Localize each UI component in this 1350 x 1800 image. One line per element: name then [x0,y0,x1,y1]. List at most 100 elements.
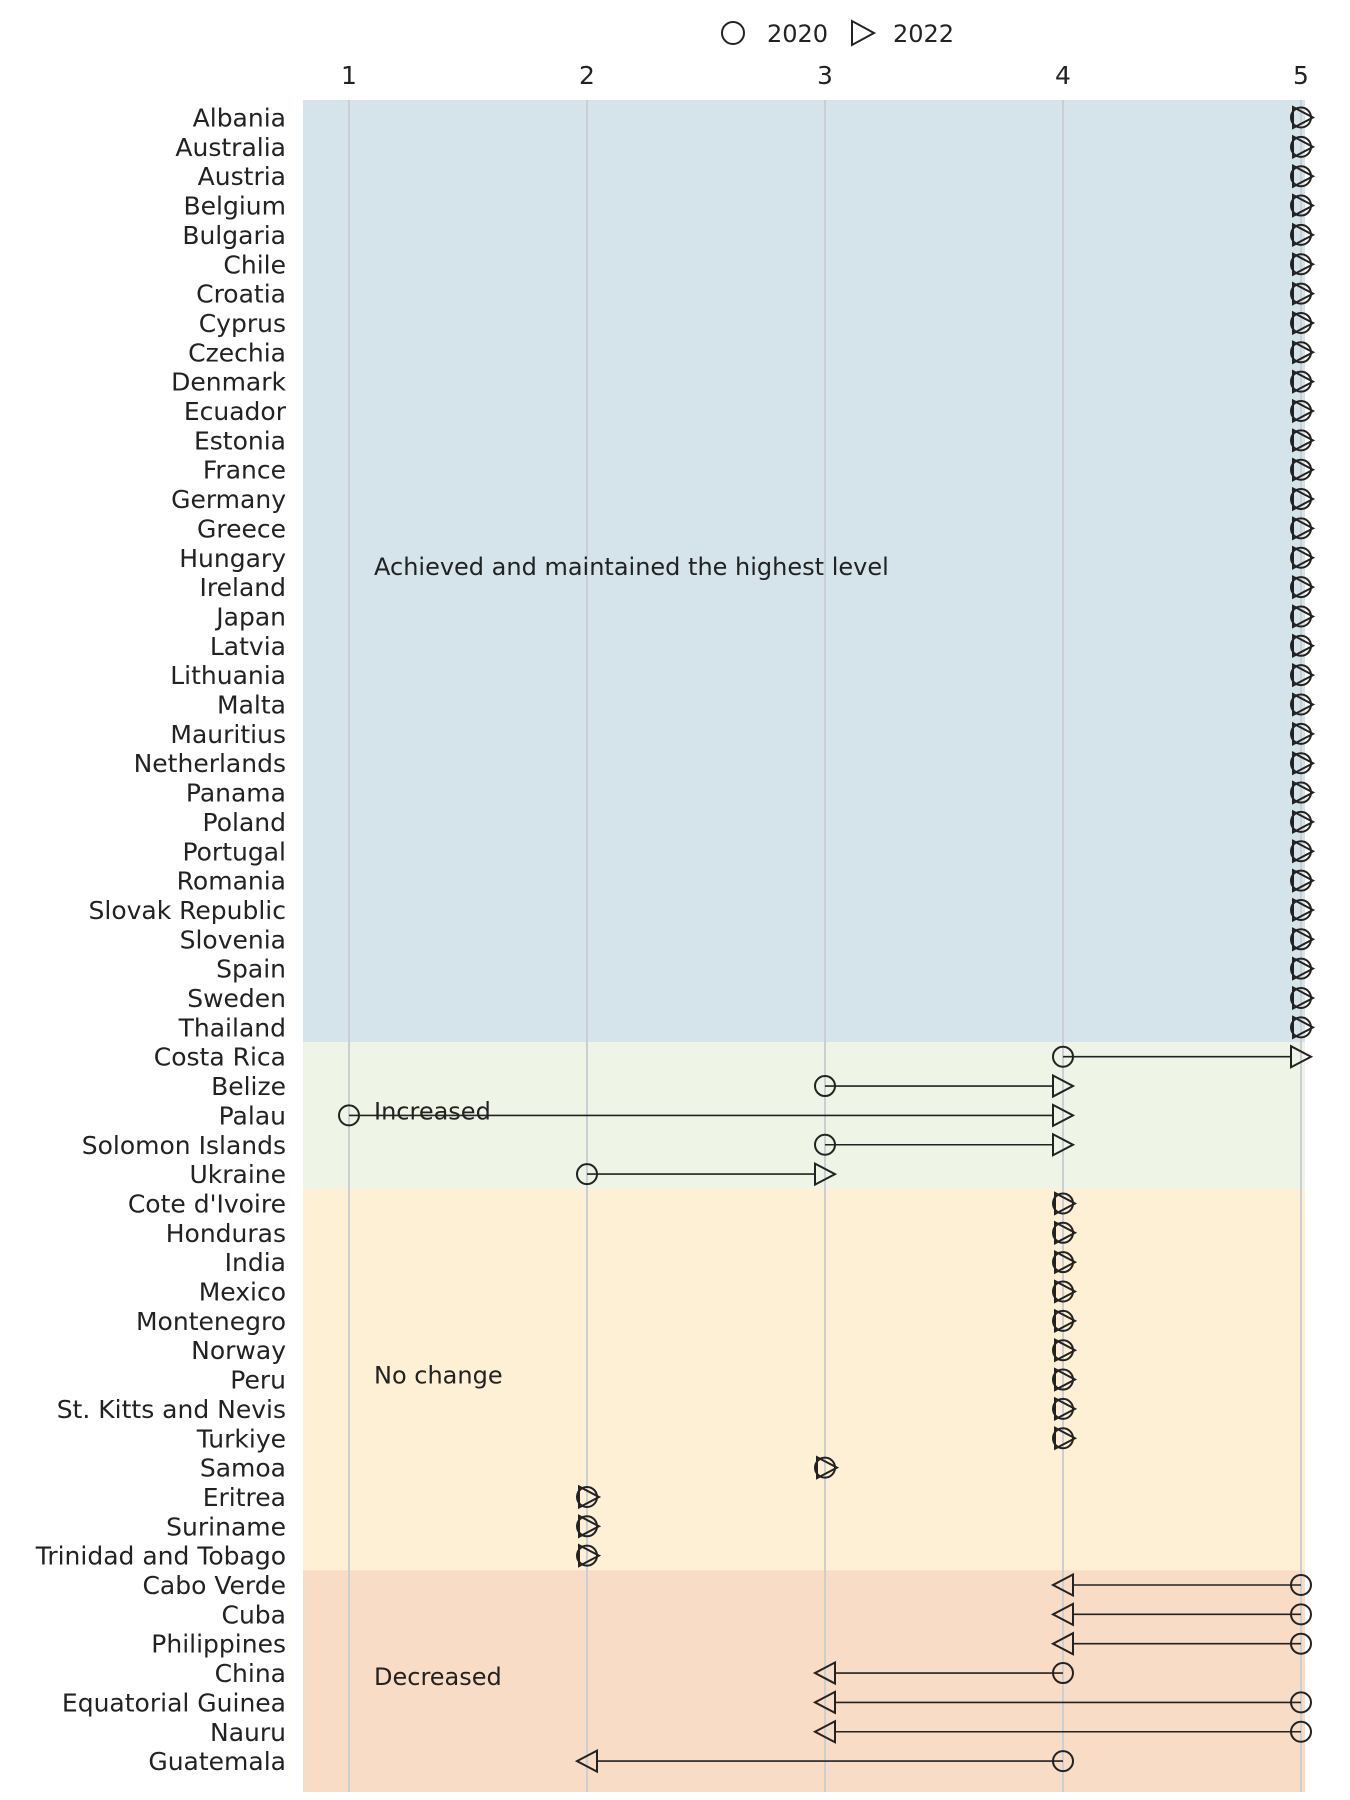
legend-triangle-icon [851,19,877,47]
x-tick-label: 2 [579,61,595,90]
country-label: Guatemala [148,1747,286,1776]
marker-2022 [1292,281,1316,306]
marker-2022 [1292,692,1316,717]
marker-2022 [1050,1572,1074,1598]
country-label: Nauru [210,1718,286,1747]
country-label: Cyprus [199,309,286,338]
marker-2022 [812,1660,836,1686]
marker-2022 [1054,1338,1078,1363]
group-band [303,100,1305,1043]
group-label: No change [374,1362,503,1390]
marker-2022 [1292,751,1316,776]
country-label: France [203,456,286,485]
marker-2022 [1292,662,1316,688]
country-label: Panama [186,779,286,808]
country-label: Costa Rica [154,1043,286,1072]
country-label: Denmark [171,368,286,397]
marker-2022 [1292,516,1316,541]
country-label: Japan [214,602,286,631]
country-label: Greece [197,514,286,543]
country-label: Thailand [178,1013,286,1042]
country-label: Cuba [222,1600,287,1629]
x-axis: 1 2 3 4 5 [341,61,1309,90]
marker-2022 [1054,1396,1078,1422]
marker-2022 [1292,985,1316,1011]
marker-2022 [1292,398,1316,424]
marker-2022 [1054,1426,1078,1451]
marker-2022 [1290,1044,1314,1069]
country-label: Hungary [179,544,286,573]
group-label: Achieved and maintained the highest leve… [374,553,889,581]
country-label: Estonia [194,426,286,455]
country-label: Albania [193,104,286,133]
country-label: Ecuador [184,397,287,426]
country-label: Cabo Verde [142,1571,286,1600]
country-label: Netherlands [134,749,286,778]
marker-2022 [1292,839,1316,864]
country-labels: AlbaniaAustraliaAustriaBelgiumBulgariaCh… [35,104,287,1777]
marker-2022 [1052,1132,1076,1157]
group-labels: Achieved and maintained the highest leve… [374,553,889,1691]
country-label: Belize [211,1072,286,1101]
country-label: Honduras [166,1219,286,1248]
country-label: Germany [171,485,286,514]
marker-2022 [812,1719,836,1744]
country-label: Austria [198,162,286,191]
country-label: Croatia [196,280,286,309]
marker-2022 [1292,780,1316,805]
country-label: Lithuania [170,661,286,690]
marker-2022 [1292,545,1316,570]
country-label: Chile [223,250,286,279]
marker-2022 [1292,340,1316,365]
country-label: Cote d'Ivoire [128,1189,286,1218]
country-label: Equatorial Guinea [62,1688,286,1717]
country-label: Slovenia [180,925,286,954]
marker-2020 [338,1104,360,1127]
data-marks [338,105,1316,1774]
country-label: Belgium [184,192,287,221]
country-label: Ireland [200,573,286,602]
country-label: Australia [175,133,286,162]
x-tick-label: 4 [1055,61,1071,90]
marker-2022 [1292,721,1316,747]
marker-2022 [1052,1073,1076,1099]
country-label: Malta [217,691,286,720]
country-label: Czechia [188,338,286,367]
marker-2022 [1292,193,1316,218]
country-label: Portugal [182,837,286,866]
marker-2022 [1054,1220,1078,1245]
marker-2022 [1292,369,1316,394]
country-label: China [215,1659,286,1688]
marker-2022 [578,1543,602,1568]
country-label: Palau [219,1101,286,1130]
marker-2022 [814,1161,838,1187]
marker-2022 [1054,1308,1078,1334]
group-band [303,1570,1305,1792]
marker-2022 [1292,809,1316,835]
country-label: India [225,1248,286,1277]
marker-2020 [814,1075,836,1098]
marker-2022 [1292,134,1316,160]
marker-2022 [1054,1191,1078,1216]
marker-2022 [1292,428,1316,453]
marker-2022 [1292,457,1316,482]
marker-2022 [1050,1602,1074,1627]
marker-2020 [1052,1045,1074,1068]
marker-2020 [1052,1750,1074,1773]
country-label: Suriname [166,1512,286,1541]
marker-2022 [1292,164,1316,189]
group-label: Increased [374,1097,491,1125]
marker-2020 [1052,1662,1074,1685]
marker-2022 [1054,1279,1078,1304]
country-label: Norway [191,1336,286,1365]
country-label: Latvia [210,632,286,661]
group-bands [303,100,1305,1792]
country-label: Romania [177,867,286,896]
marker-2022 [1054,1249,1078,1275]
marker-2022 [812,1690,836,1715]
legend-label: 2022 [893,20,954,48]
marker-2022 [1050,1631,1074,1656]
marker-2020 [1290,1720,1312,1743]
legend-label: 2020 [767,20,828,48]
